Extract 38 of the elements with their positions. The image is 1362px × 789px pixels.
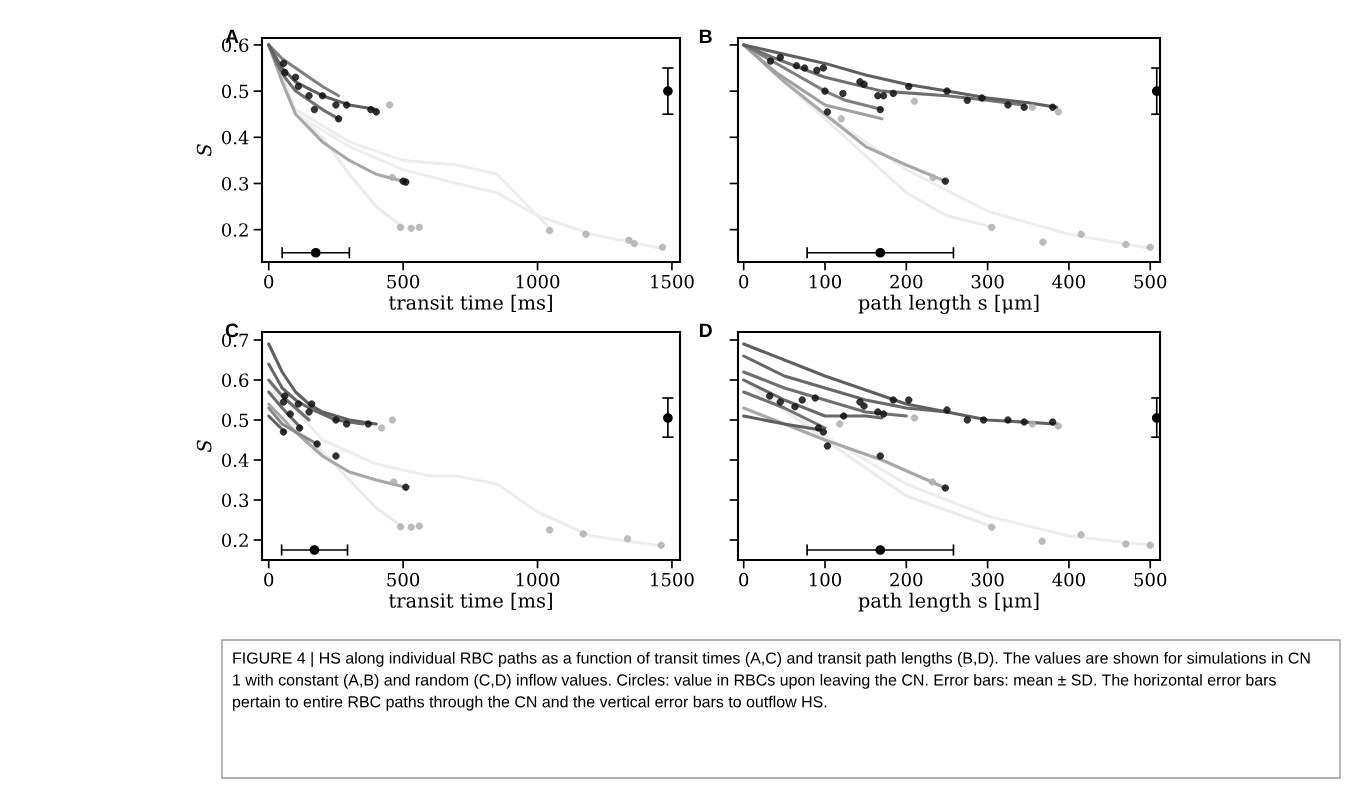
x-axis-title: transit time [ms]	[388, 592, 552, 611]
x-tick-label: 0	[739, 572, 749, 587]
x-tick-label: 200	[890, 572, 923, 587]
y-axis-title: S	[196, 440, 212, 453]
y-tick-label: 0.4	[221, 130, 249, 145]
x-axis-title: transit time [ms]	[388, 294, 552, 313]
x-tick-label: 500	[387, 572, 420, 587]
x-tick-label: 500	[1134, 274, 1167, 289]
y-tick-label: 0.6	[221, 373, 249, 388]
x-tick-label: 500	[1134, 572, 1167, 587]
x-tick-label: 0	[264, 274, 274, 289]
y-tick-label: 0.3	[221, 176, 249, 191]
y-tick-label: 0.2	[221, 223, 248, 237]
x-tick-label: 1500	[651, 274, 694, 289]
caption: FIGURE 4 | HS along individual RBC paths as a function of transit times (A,C) and transit path lengths (B,D). The values are shown for simulations in CN 1 with constant (A,B) and random (C,D) inflow values. Circles: value in RBCs upon leaving the CN. Error bars: mean ± SD. The horizontal error bars pertain to entire RBC paths through the CN and the vertical error bars to outflow HS.	[233, 652, 1310, 711]
y-tick-label: 0.5	[221, 413, 249, 428]
x-tick-label: 1000	[516, 274, 560, 289]
x-tick-label: 300	[971, 572, 1004, 587]
x-tick-label: 400	[1052, 572, 1085, 587]
y-tick-label: 0.2	[221, 533, 248, 548]
x-tick-label: 200	[890, 274, 923, 289]
text: D	[699, 323, 712, 338]
x-axis-title: path length s [μm]	[858, 592, 1039, 612]
y-tick-label: 0.3	[221, 493, 249, 508]
x-tick-label: 0	[739, 274, 749, 289]
x-axis-title: path length s [μm]	[858, 294, 1039, 314]
x-tick-label: 100	[809, 572, 842, 587]
x-tick-label: 400	[1052, 274, 1085, 289]
x-tick-label: 1000	[516, 572, 560, 587]
x-tick-label: 100	[809, 274, 842, 289]
text: B	[699, 29, 712, 44]
y-tick-label: 0.5	[221, 84, 249, 99]
y-tick-label: 0.4	[221, 453, 249, 468]
x-tick-label: 1500	[651, 572, 694, 587]
x-tick-label: 500	[387, 274, 420, 289]
x-tick-label: 0	[264, 572, 274, 587]
x-tick-label: 300	[971, 274, 1004, 289]
y-axis-title: S	[196, 144, 212, 157]
